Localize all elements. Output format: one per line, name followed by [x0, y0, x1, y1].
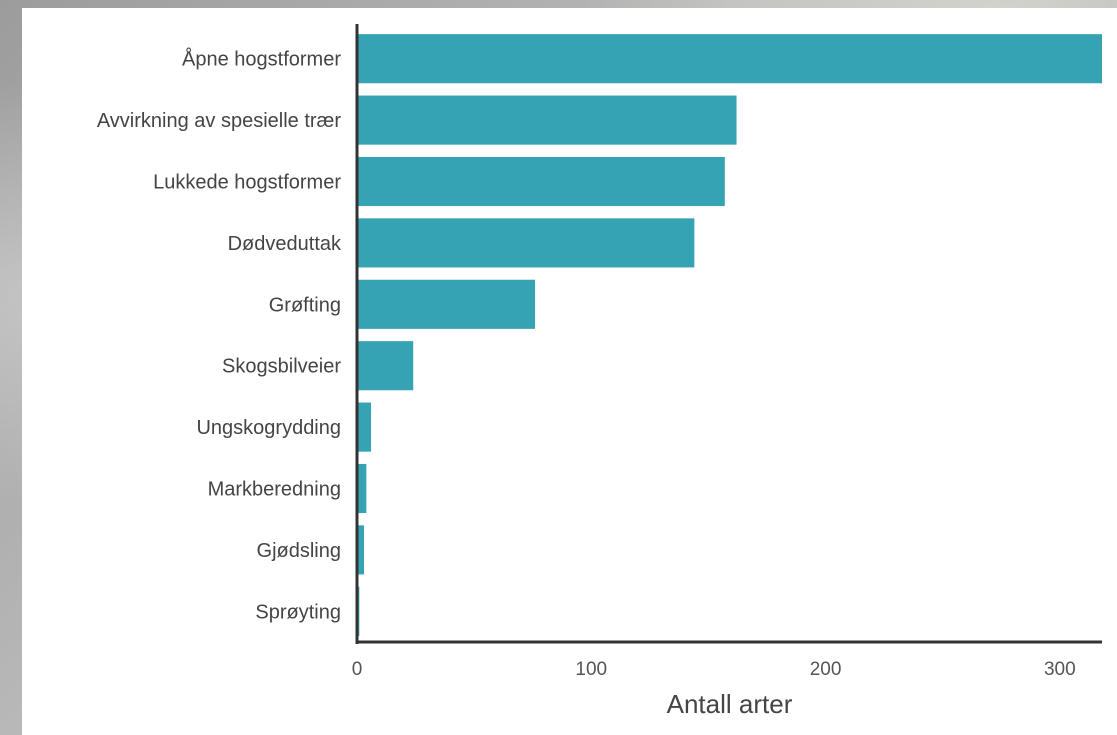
x-ticks-group: 0 100 200 300	[352, 659, 1076, 680]
category-label: Ungskogrydding	[196, 417, 341, 439]
category-label: Åpne hogstformer	[182, 48, 341, 71]
bars-group	[357, 34, 1102, 636]
x-tick-label: 0	[352, 659, 363, 680]
category-label: Avvirkning av spesielle trær	[97, 110, 342, 132]
category-label: Sprøyting	[255, 601, 341, 623]
bar	[357, 156, 725, 207]
category-label: Grøfting	[269, 294, 341, 316]
category-label: Markberedning	[208, 479, 341, 501]
bar	[357, 34, 1102, 84]
bar	[357, 525, 365, 575]
x-tick-label: 300	[1044, 659, 1076, 680]
category-label: Skogsbilveier	[222, 356, 341, 378]
bar	[357, 95, 737, 145]
category-label: Lukkede hogstformer	[153, 172, 341, 194]
bar	[357, 341, 414, 391]
bar	[357, 463, 367, 514]
x-tick-label: 100	[575, 659, 607, 680]
category-labels-group: Åpne hogstformer Avvirkning av spesielle …	[97, 48, 342, 624]
category-label: Dødveduttak	[228, 233, 342, 255]
bar	[357, 218, 695, 268]
category-label: Gjødsling	[257, 540, 341, 562]
bar	[357, 279, 536, 329]
bar	[357, 402, 372, 452]
x-axis-title: Antall arter	[667, 689, 793, 719]
x-tick-label: 200	[810, 659, 842, 680]
